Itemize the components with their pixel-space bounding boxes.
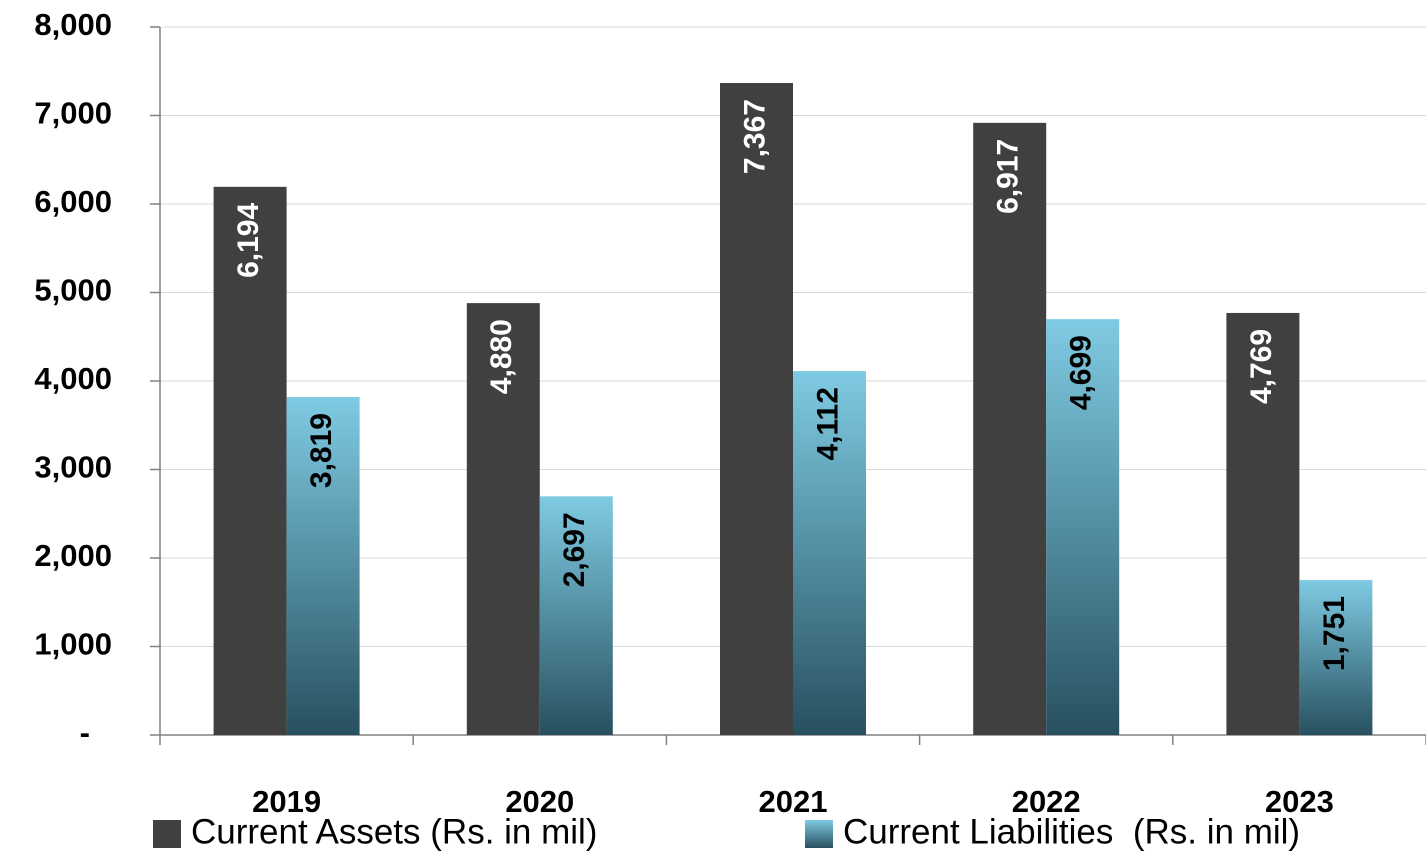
value-label: 2,697 [558, 512, 591, 587]
x-tick-label: 2020 [505, 784, 574, 819]
y-tick-label: 6,000 [34, 184, 112, 219]
y-tick-label: 5,000 [34, 273, 112, 308]
value-label: 1,751 [1318, 596, 1351, 671]
y-tick-label: - [80, 715, 90, 750]
y-tick-label: 8,000 [34, 7, 112, 42]
y-tick-label: 1,000 [34, 627, 112, 662]
value-label: 4,112 [811, 387, 844, 460]
x-tick-label: 2021 [759, 784, 828, 819]
x-tick-label: 2022 [1012, 784, 1081, 819]
value-label: 6,194 [232, 203, 265, 278]
y-tick-label: 2,000 [34, 538, 112, 573]
value-label: 3,819 [305, 413, 338, 488]
y-tick-label: 7,000 [34, 96, 112, 131]
bar [466, 303, 540, 735]
legend-label: Current Liabilities (Rs. in mil) [843, 812, 1300, 851]
value-label: 4,699 [1065, 335, 1098, 410]
y-tick-label: 3,000 [34, 450, 112, 485]
bar [973, 122, 1047, 735]
bar [1046, 319, 1120, 735]
bar [213, 186, 287, 735]
value-label: 4,880 [485, 319, 518, 394]
bar [793, 371, 866, 735]
value-label: 4,769 [1245, 329, 1278, 404]
legend-swatch [805, 820, 833, 848]
bar [1299, 580, 1373, 735]
bar [286, 397, 360, 735]
x-tick-label: 2019 [252, 784, 321, 819]
value-label: 6,917 [992, 139, 1025, 214]
bar [1226, 312, 1300, 735]
bar [720, 83, 793, 735]
bar [539, 496, 613, 735]
legend-swatch [153, 820, 181, 848]
legend-label: Current Assets (Rs. in mil) [191, 812, 597, 851]
x-tick-label: 2023 [1265, 784, 1334, 819]
y-tick-label: 4,000 [34, 361, 112, 396]
value-label: 7,367 [738, 99, 771, 174]
